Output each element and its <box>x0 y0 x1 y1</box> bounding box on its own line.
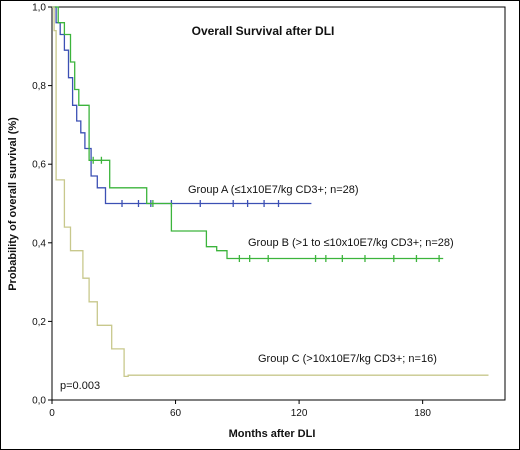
x-tick-label: 120 <box>291 408 308 419</box>
x-tick-label: 0 <box>49 408 55 419</box>
y-tick-label: 0,2 <box>32 317 46 328</box>
x-tick-label: 180 <box>414 408 431 419</box>
series-line-group-c <box>52 6 489 378</box>
series-line-group-b <box>52 6 444 260</box>
y-tick-label: 0,0 <box>32 396 46 407</box>
y-tick-label: 0,8 <box>32 81 46 92</box>
x-axis-title: Months after DLI <box>229 428 316 440</box>
chart-title: Overall Survival after DLI <box>192 24 335 38</box>
x-tick-label: 60 <box>170 408 182 419</box>
y-tick-label: 0,4 <box>32 238 46 249</box>
y-tick-label: 1,0 <box>32 3 46 14</box>
y-axis-title: Probability of overall survival (%) <box>7 117 19 291</box>
series-label-group-b: Group B (>1 to ≤10x10E7/kg CD3+; n=28) <box>248 237 454 249</box>
series-label-group-c: Group C (>10x10E7/kg CD3+; n=16) <box>258 353 437 365</box>
y-tick-label: 0,6 <box>32 160 46 171</box>
series-label-group-a: Group A (≤1x10E7/kg CD3+; n=28) <box>188 184 359 196</box>
series-line-group-a <box>52 6 312 205</box>
y-axis-ticks: 0,0 0,2 0,4 0,6 0,8 1,0 <box>32 3 52 407</box>
series-layer <box>52 6 489 378</box>
x-axis-ticks: 0 60 120 180 <box>49 400 431 419</box>
p-value-annotation: p=0.003 <box>60 380 100 392</box>
